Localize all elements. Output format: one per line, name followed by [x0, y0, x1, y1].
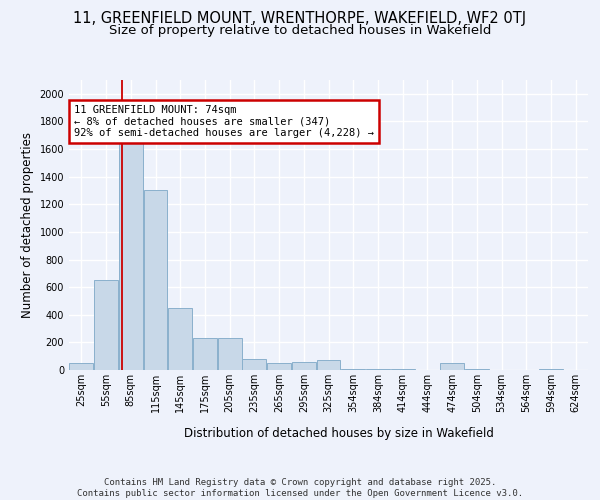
Bar: [292, 362, 316, 370]
Bar: [168, 308, 192, 370]
Bar: [143, 190, 167, 370]
Y-axis label: Number of detached properties: Number of detached properties: [21, 132, 34, 318]
Text: Size of property relative to detached houses in Wakefield: Size of property relative to detached ho…: [109, 24, 491, 37]
Bar: [267, 363, 291, 370]
Bar: [242, 359, 266, 370]
Text: 11, GREENFIELD MOUNT, WRENTHORPE, WAKEFIELD, WF2 0TJ: 11, GREENFIELD MOUNT, WRENTHORPE, WAKEFI…: [73, 11, 527, 26]
Bar: [341, 368, 365, 370]
Bar: [193, 338, 217, 370]
Bar: [70, 363, 94, 370]
Bar: [440, 363, 464, 370]
Bar: [218, 338, 242, 370]
Bar: [317, 360, 340, 370]
Text: Contains HM Land Registry data © Crown copyright and database right 2025.
Contai: Contains HM Land Registry data © Crown c…: [77, 478, 523, 498]
Text: 11 GREENFIELD MOUNT: 74sqm
← 8% of detached houses are smaller (347)
92% of semi: 11 GREENFIELD MOUNT: 74sqm ← 8% of detac…: [74, 105, 374, 138]
Text: Distribution of detached houses by size in Wakefield: Distribution of detached houses by size …: [184, 428, 494, 440]
Bar: [119, 142, 143, 370]
Bar: [94, 280, 118, 370]
